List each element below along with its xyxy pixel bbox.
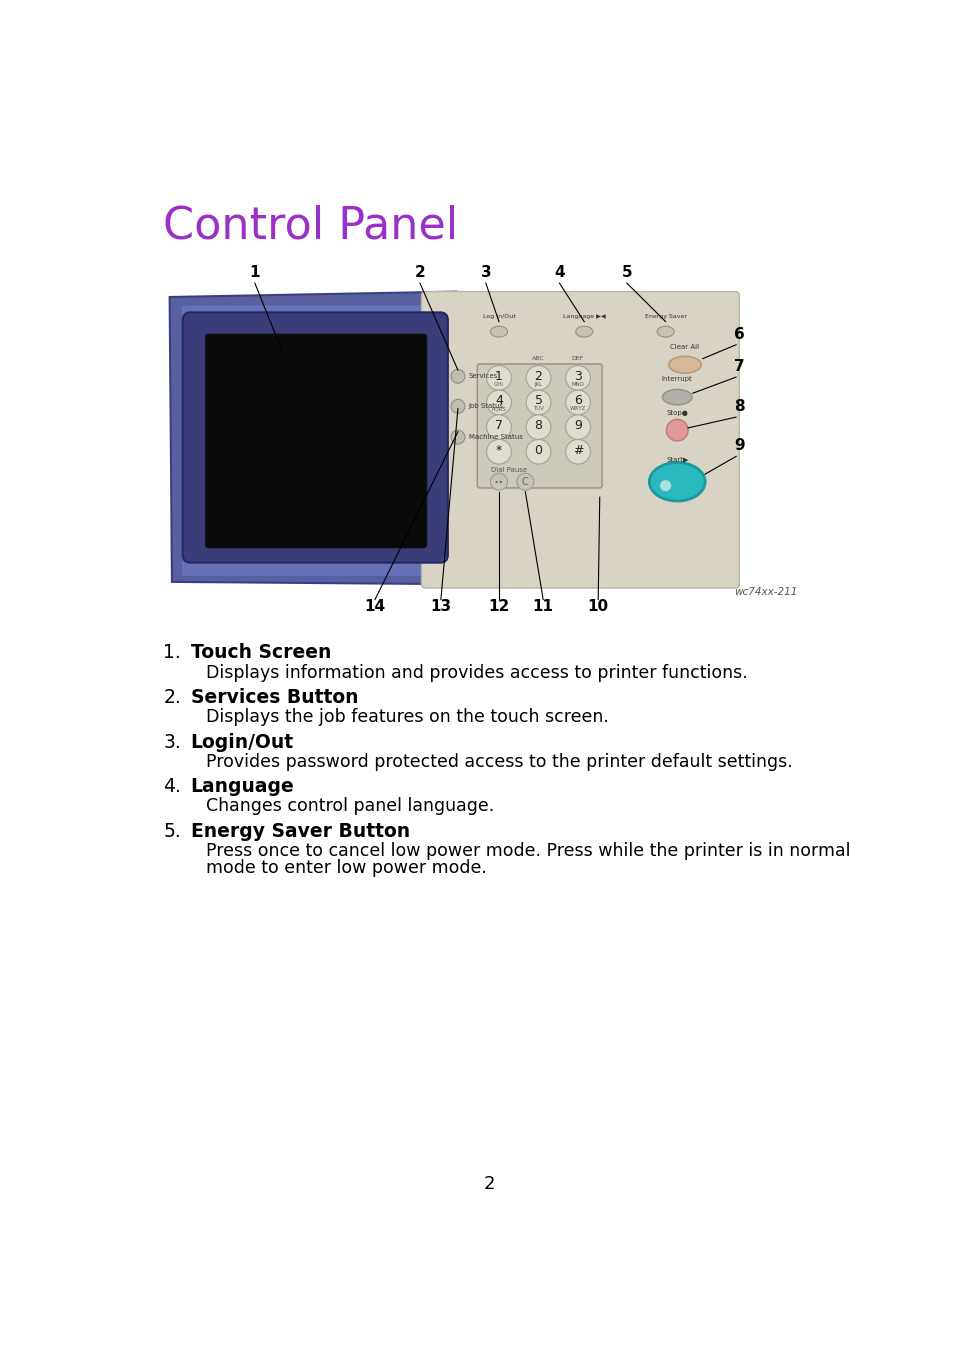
Text: Energy Saver Button: Energy Saver Button [191, 822, 409, 841]
Text: Interrupt: Interrupt [661, 376, 692, 383]
Text: GHI: GHI [494, 381, 503, 387]
Text: JKL: JKL [534, 381, 542, 387]
Text: 14: 14 [364, 599, 385, 614]
Text: 10: 10 [587, 599, 608, 614]
Text: Job Status: Job Status [468, 403, 503, 410]
Ellipse shape [490, 326, 507, 337]
Text: 5: 5 [621, 265, 632, 280]
Text: ABC: ABC [532, 356, 544, 361]
Text: 7: 7 [495, 419, 502, 433]
Text: Machine Status: Machine Status [468, 434, 522, 441]
Circle shape [451, 399, 464, 414]
Text: 3: 3 [574, 370, 581, 383]
Text: Language ▶◀: Language ▶◀ [562, 314, 605, 319]
Text: 13: 13 [430, 599, 451, 614]
Polygon shape [181, 304, 451, 576]
Text: 0: 0 [534, 443, 542, 457]
Text: Stop●: Stop● [665, 411, 687, 416]
Text: 12: 12 [488, 599, 509, 614]
Text: Displays the job features on the touch screen.: Displays the job features on the touch s… [206, 708, 608, 726]
Text: wc74xx-211: wc74xx-211 [733, 587, 797, 598]
Circle shape [451, 369, 464, 383]
Text: ∙∙: ∙∙ [494, 477, 504, 487]
Circle shape [486, 415, 511, 439]
Circle shape [525, 439, 550, 464]
Text: 9: 9 [733, 438, 743, 453]
Circle shape [565, 415, 590, 439]
Text: Energy Saver: Energy Saver [644, 314, 686, 319]
Text: Log In/Out: Log In/Out [482, 314, 515, 319]
Text: Dial Pause: Dial Pause [491, 468, 527, 473]
FancyBboxPatch shape [421, 292, 739, 588]
Ellipse shape [661, 389, 691, 404]
Circle shape [525, 391, 550, 415]
Text: mode to enter low power mode.: mode to enter low power mode. [206, 859, 486, 877]
Text: 4.: 4. [163, 777, 181, 796]
Text: Control Panel: Control Panel [163, 204, 458, 247]
Circle shape [490, 473, 507, 491]
Ellipse shape [575, 326, 592, 337]
Circle shape [525, 415, 550, 439]
Text: 6: 6 [574, 395, 581, 407]
Text: 5: 5 [534, 395, 542, 407]
Polygon shape [170, 292, 459, 584]
Text: 4: 4 [495, 395, 502, 407]
FancyBboxPatch shape [476, 364, 601, 488]
Text: 1.: 1. [163, 644, 181, 662]
Text: 2: 2 [534, 370, 542, 383]
Text: 11: 11 [532, 599, 553, 614]
Circle shape [486, 439, 511, 464]
Text: 2: 2 [415, 265, 425, 280]
Text: Services: Services [468, 373, 497, 380]
Text: 2.: 2. [163, 688, 181, 707]
Text: Provides password protected access to the printer default settings.: Provides password protected access to th… [206, 753, 792, 771]
Text: Touch Screen: Touch Screen [191, 644, 331, 662]
Text: Login/Out: Login/Out [191, 733, 294, 752]
Text: 6: 6 [733, 327, 744, 342]
Text: TUV: TUV [533, 406, 543, 411]
Circle shape [565, 439, 590, 464]
Text: 3: 3 [480, 265, 491, 280]
Text: 8: 8 [733, 399, 743, 414]
Text: 9: 9 [574, 419, 581, 433]
Text: Displays information and provides access to printer functions.: Displays information and provides access… [206, 664, 747, 681]
Text: Start▶: Start▶ [665, 457, 688, 462]
Text: Clear All: Clear All [670, 345, 699, 350]
Text: Changes control panel language.: Changes control panel language. [206, 798, 494, 815]
Circle shape [666, 419, 687, 441]
Circle shape [517, 473, 534, 491]
Text: MNO: MNO [571, 381, 584, 387]
Polygon shape [429, 297, 731, 584]
Text: 1: 1 [495, 370, 502, 383]
Text: Press once to cancel low power mode. Press while the printer is in normal: Press once to cancel low power mode. Pre… [206, 842, 850, 860]
Text: WXYZ: WXYZ [569, 406, 585, 411]
Text: Services Button: Services Button [191, 688, 357, 707]
Circle shape [525, 365, 550, 391]
Text: PQRS: PQRS [491, 406, 506, 411]
Ellipse shape [668, 357, 700, 373]
Text: 7: 7 [733, 360, 743, 375]
Text: DEF: DEF [571, 356, 583, 361]
Text: 3.: 3. [163, 733, 181, 752]
FancyBboxPatch shape [205, 334, 427, 548]
Text: #: # [572, 443, 582, 457]
Text: 8: 8 [534, 419, 542, 433]
Text: 1: 1 [250, 265, 260, 280]
Circle shape [659, 480, 670, 491]
Circle shape [565, 391, 590, 415]
Text: 5.: 5. [163, 822, 181, 841]
Ellipse shape [657, 326, 674, 337]
Ellipse shape [649, 462, 704, 502]
FancyBboxPatch shape [183, 312, 447, 562]
Circle shape [486, 391, 511, 415]
Circle shape [486, 365, 511, 391]
Circle shape [565, 365, 590, 391]
Circle shape [451, 430, 464, 443]
Text: Language: Language [191, 777, 294, 796]
Text: 2: 2 [482, 1175, 495, 1192]
Text: C: C [521, 477, 528, 487]
Text: 4: 4 [554, 265, 564, 280]
Text: *: * [496, 443, 501, 457]
